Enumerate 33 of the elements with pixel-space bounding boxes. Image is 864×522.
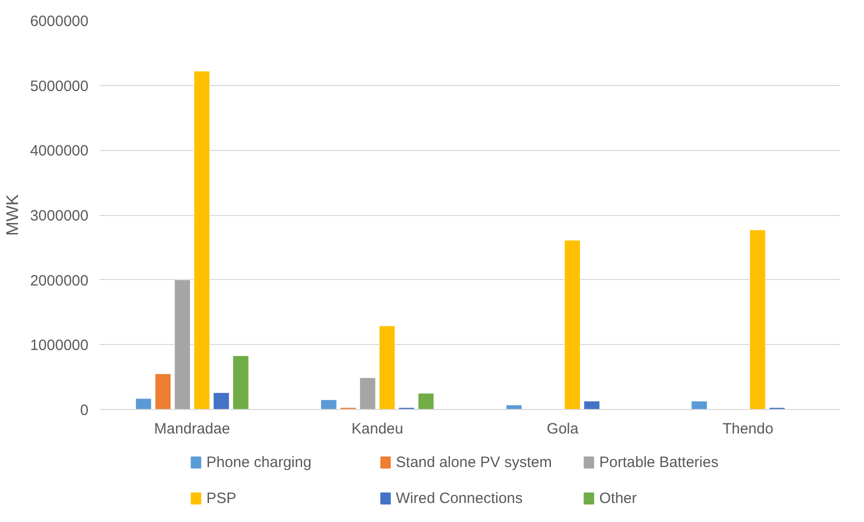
y-tick-label: 3000000: [30, 208, 89, 224]
legend-label: Phone charging: [206, 454, 312, 471]
legend-label: Other: [599, 490, 637, 507]
bar: [174, 280, 191, 410]
legend-label: Portable Batteries: [599, 454, 718, 471]
bar: [232, 355, 249, 410]
bar: [506, 404, 522, 410]
y-tick-label: 5000000: [30, 78, 89, 95]
y-axis-title: MWK: [3, 194, 22, 236]
bar: [564, 240, 580, 410]
bar: [213, 392, 230, 410]
y-tick-label: 4000000: [30, 142, 89, 160]
y-tick-label: 0: [80, 402, 88, 419]
y-tick-label: 6000000: [30, 13, 89, 30]
bar: [749, 230, 766, 410]
x-tick-label: Gola: [546, 420, 580, 438]
bar: [135, 398, 152, 410]
legend-label: PSP: [206, 490, 236, 507]
bar: [378, 326, 396, 410]
y-tick-label: 2000000: [30, 272, 89, 290]
bar: [360, 377, 376, 410]
legend-label: Stand alone PV system: [396, 454, 552, 471]
x-tick-label: Mandradae: [154, 420, 230, 438]
bar: [320, 400, 337, 410]
x-tick-label: Thendo: [722, 420, 774, 438]
bar: [418, 393, 434, 410]
legend-label: Wired Connections: [396, 490, 523, 507]
bar: [154, 374, 172, 410]
x-tick-label: Kandeu: [352, 420, 404, 438]
bar: [194, 70, 210, 410]
bar: [584, 400, 600, 410]
bar: [691, 400, 708, 410]
y-tick-label: 1000000: [30, 337, 89, 354]
